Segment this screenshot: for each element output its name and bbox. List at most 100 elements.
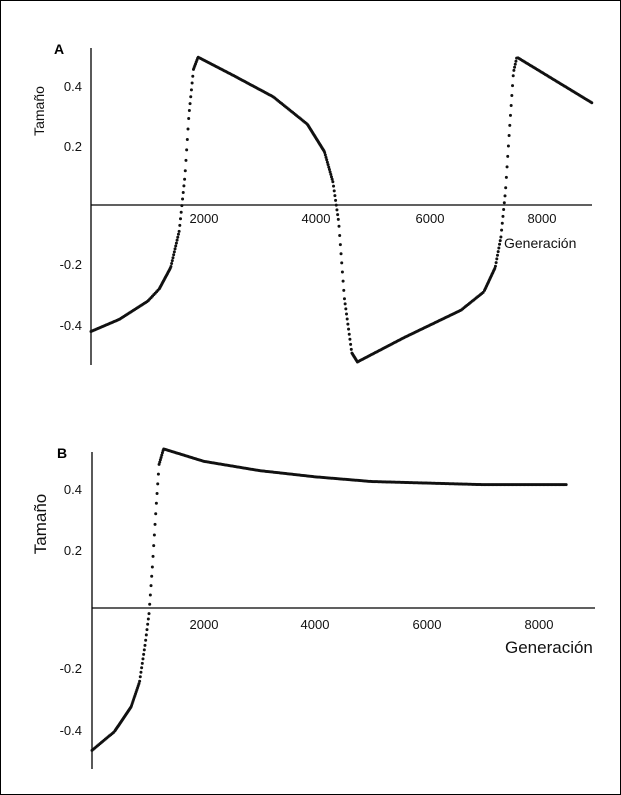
panel-a-data-point <box>335 208 339 212</box>
panel-a-data-point <box>495 253 499 257</box>
panel-a-data-point <box>345 312 349 316</box>
panel-b-data-point <box>138 675 142 679</box>
panel-a-data-point <box>187 108 191 112</box>
panel-a-data-point <box>340 270 344 274</box>
panel-b-data-point <box>155 492 159 496</box>
panel-a-x-tick-label: 8000 <box>528 211 557 226</box>
panel-a-data-point <box>508 113 512 117</box>
panel-a-data-point <box>180 204 184 208</box>
panel-b-data-point <box>154 512 158 516</box>
panel-a-data-point <box>500 228 504 232</box>
panel-a-x-axis-label: Generación <box>504 235 576 251</box>
panel-a-data-point <box>329 175 333 179</box>
panel-a-data-point <box>342 288 346 292</box>
panel-a-data-point <box>349 347 353 351</box>
panel-a-data-point <box>498 239 502 243</box>
panel-a-data-point <box>498 242 502 246</box>
panel-b-data-points <box>90 447 568 752</box>
panel-a-data-point <box>511 84 515 88</box>
panel-a-data-point <box>345 317 349 321</box>
panel-a-data-point <box>330 177 334 181</box>
panel-b: B Tamaño Generación 2000 4000 6000 8000 … <box>31 445 595 769</box>
panel-b-data-point <box>140 661 144 665</box>
panel-a-y-axis-label: Tamaño <box>31 86 47 136</box>
panel-a-data-point <box>174 241 178 245</box>
panel-a-data-point <box>182 184 186 188</box>
panel-a-data-point <box>323 150 327 154</box>
panel-a-data-point <box>176 235 180 239</box>
panel-a-data-point <box>175 238 179 242</box>
panel-b-data-point <box>141 657 145 661</box>
panel-a-data-point <box>334 198 338 202</box>
panel-b-x-tick-label: 2000 <box>190 617 219 632</box>
panel-b-y-tick-labels: 0.4 0.2 -0.2 -0.4 <box>60 482 82 738</box>
panel-a-data-point <box>496 250 500 254</box>
panel-a-x-tick-label: 4000 <box>302 211 331 226</box>
panel-b-data-point <box>146 622 150 626</box>
panel-a-label: A <box>54 41 64 57</box>
panel-b-data-point <box>160 451 164 455</box>
panel-a-data-point <box>186 127 190 131</box>
panel-a-data-point <box>179 210 183 214</box>
panel-b-data-point <box>564 483 568 487</box>
panel-a-data-point <box>347 332 351 336</box>
panel-a-data-point <box>185 137 189 141</box>
panel-a-data-point <box>495 257 499 261</box>
panel-a-x-tick-label: 2000 <box>190 211 219 226</box>
panel-a-data-point <box>173 247 177 251</box>
panel-a-data-point <box>514 59 518 63</box>
panel-a-data-point <box>347 327 351 331</box>
panel-a-data-point <box>508 123 512 127</box>
panel-a-data-point <box>342 297 346 301</box>
panel-b-x-tick-labels: 2000 4000 6000 8000 <box>190 617 554 632</box>
panel-a-data-point <box>349 342 353 346</box>
panel-b-data-point <box>146 617 150 621</box>
panel-a-data-point <box>189 95 193 99</box>
panel-a-data-point <box>190 81 194 85</box>
panel-a-data-point <box>325 160 329 164</box>
panel-a-y-tick-label: 0.4 <box>64 79 82 94</box>
panel-b-data-point <box>144 633 148 637</box>
panel-a-y-tick-label: 0.2 <box>64 139 82 154</box>
panel-a-data-point <box>499 235 503 239</box>
panel-a-data-point <box>502 208 506 212</box>
panel-a-data-point <box>183 177 187 181</box>
panel-b-y-tick-label: -0.2 <box>60 661 82 676</box>
panel-a-data-point <box>339 252 343 256</box>
panel-a-data-point <box>323 153 327 157</box>
panel-a-data-point <box>332 189 336 193</box>
panel-a-data-point <box>333 194 337 198</box>
panel-a-data-point <box>500 221 504 225</box>
panel-b-data-point <box>156 472 160 476</box>
panel-a-data-point <box>331 180 335 184</box>
panel-a-data-point <box>325 158 329 162</box>
panel-a-data-point <box>176 232 180 236</box>
panel-b-data-point <box>142 652 146 656</box>
panel-a-data-point <box>493 264 497 268</box>
panel-b-label: B <box>57 445 67 461</box>
panel-a-data-point <box>506 154 510 158</box>
panel-b-x-tick-label: 4000 <box>301 617 330 632</box>
panel-a-data-point <box>513 62 517 66</box>
panel-a-data-point <box>509 103 513 107</box>
panel-b-x-tick-label: 8000 <box>525 617 554 632</box>
panel-a-data-point <box>181 190 185 194</box>
panel-a-data-point <box>504 175 508 179</box>
panel-b-data-point <box>154 501 158 505</box>
panel-b-data-point <box>148 593 152 597</box>
panel-a-y-tick-labels: 0.4 0.2 -0.2 -0.4 <box>60 79 82 333</box>
panel-b-data-point <box>152 533 156 537</box>
panel-a-data-point <box>590 101 594 105</box>
panel-b-y-tick-label: 0.2 <box>64 543 82 558</box>
panel-b-data-point <box>150 574 154 578</box>
panel-b-data-point <box>158 458 162 462</box>
panel-a: A Tamaño Generación 2000 4000 6000 8000 … <box>31 41 594 365</box>
panel-a-data-point <box>502 201 506 205</box>
panel-a-data-point <box>191 74 195 78</box>
panel-a-data-point <box>337 224 341 228</box>
panel-b-data-point <box>157 462 161 466</box>
panel-a-data-point <box>170 262 174 266</box>
panel-a-data-point <box>327 168 331 172</box>
panel-a-data-point <box>346 322 350 326</box>
